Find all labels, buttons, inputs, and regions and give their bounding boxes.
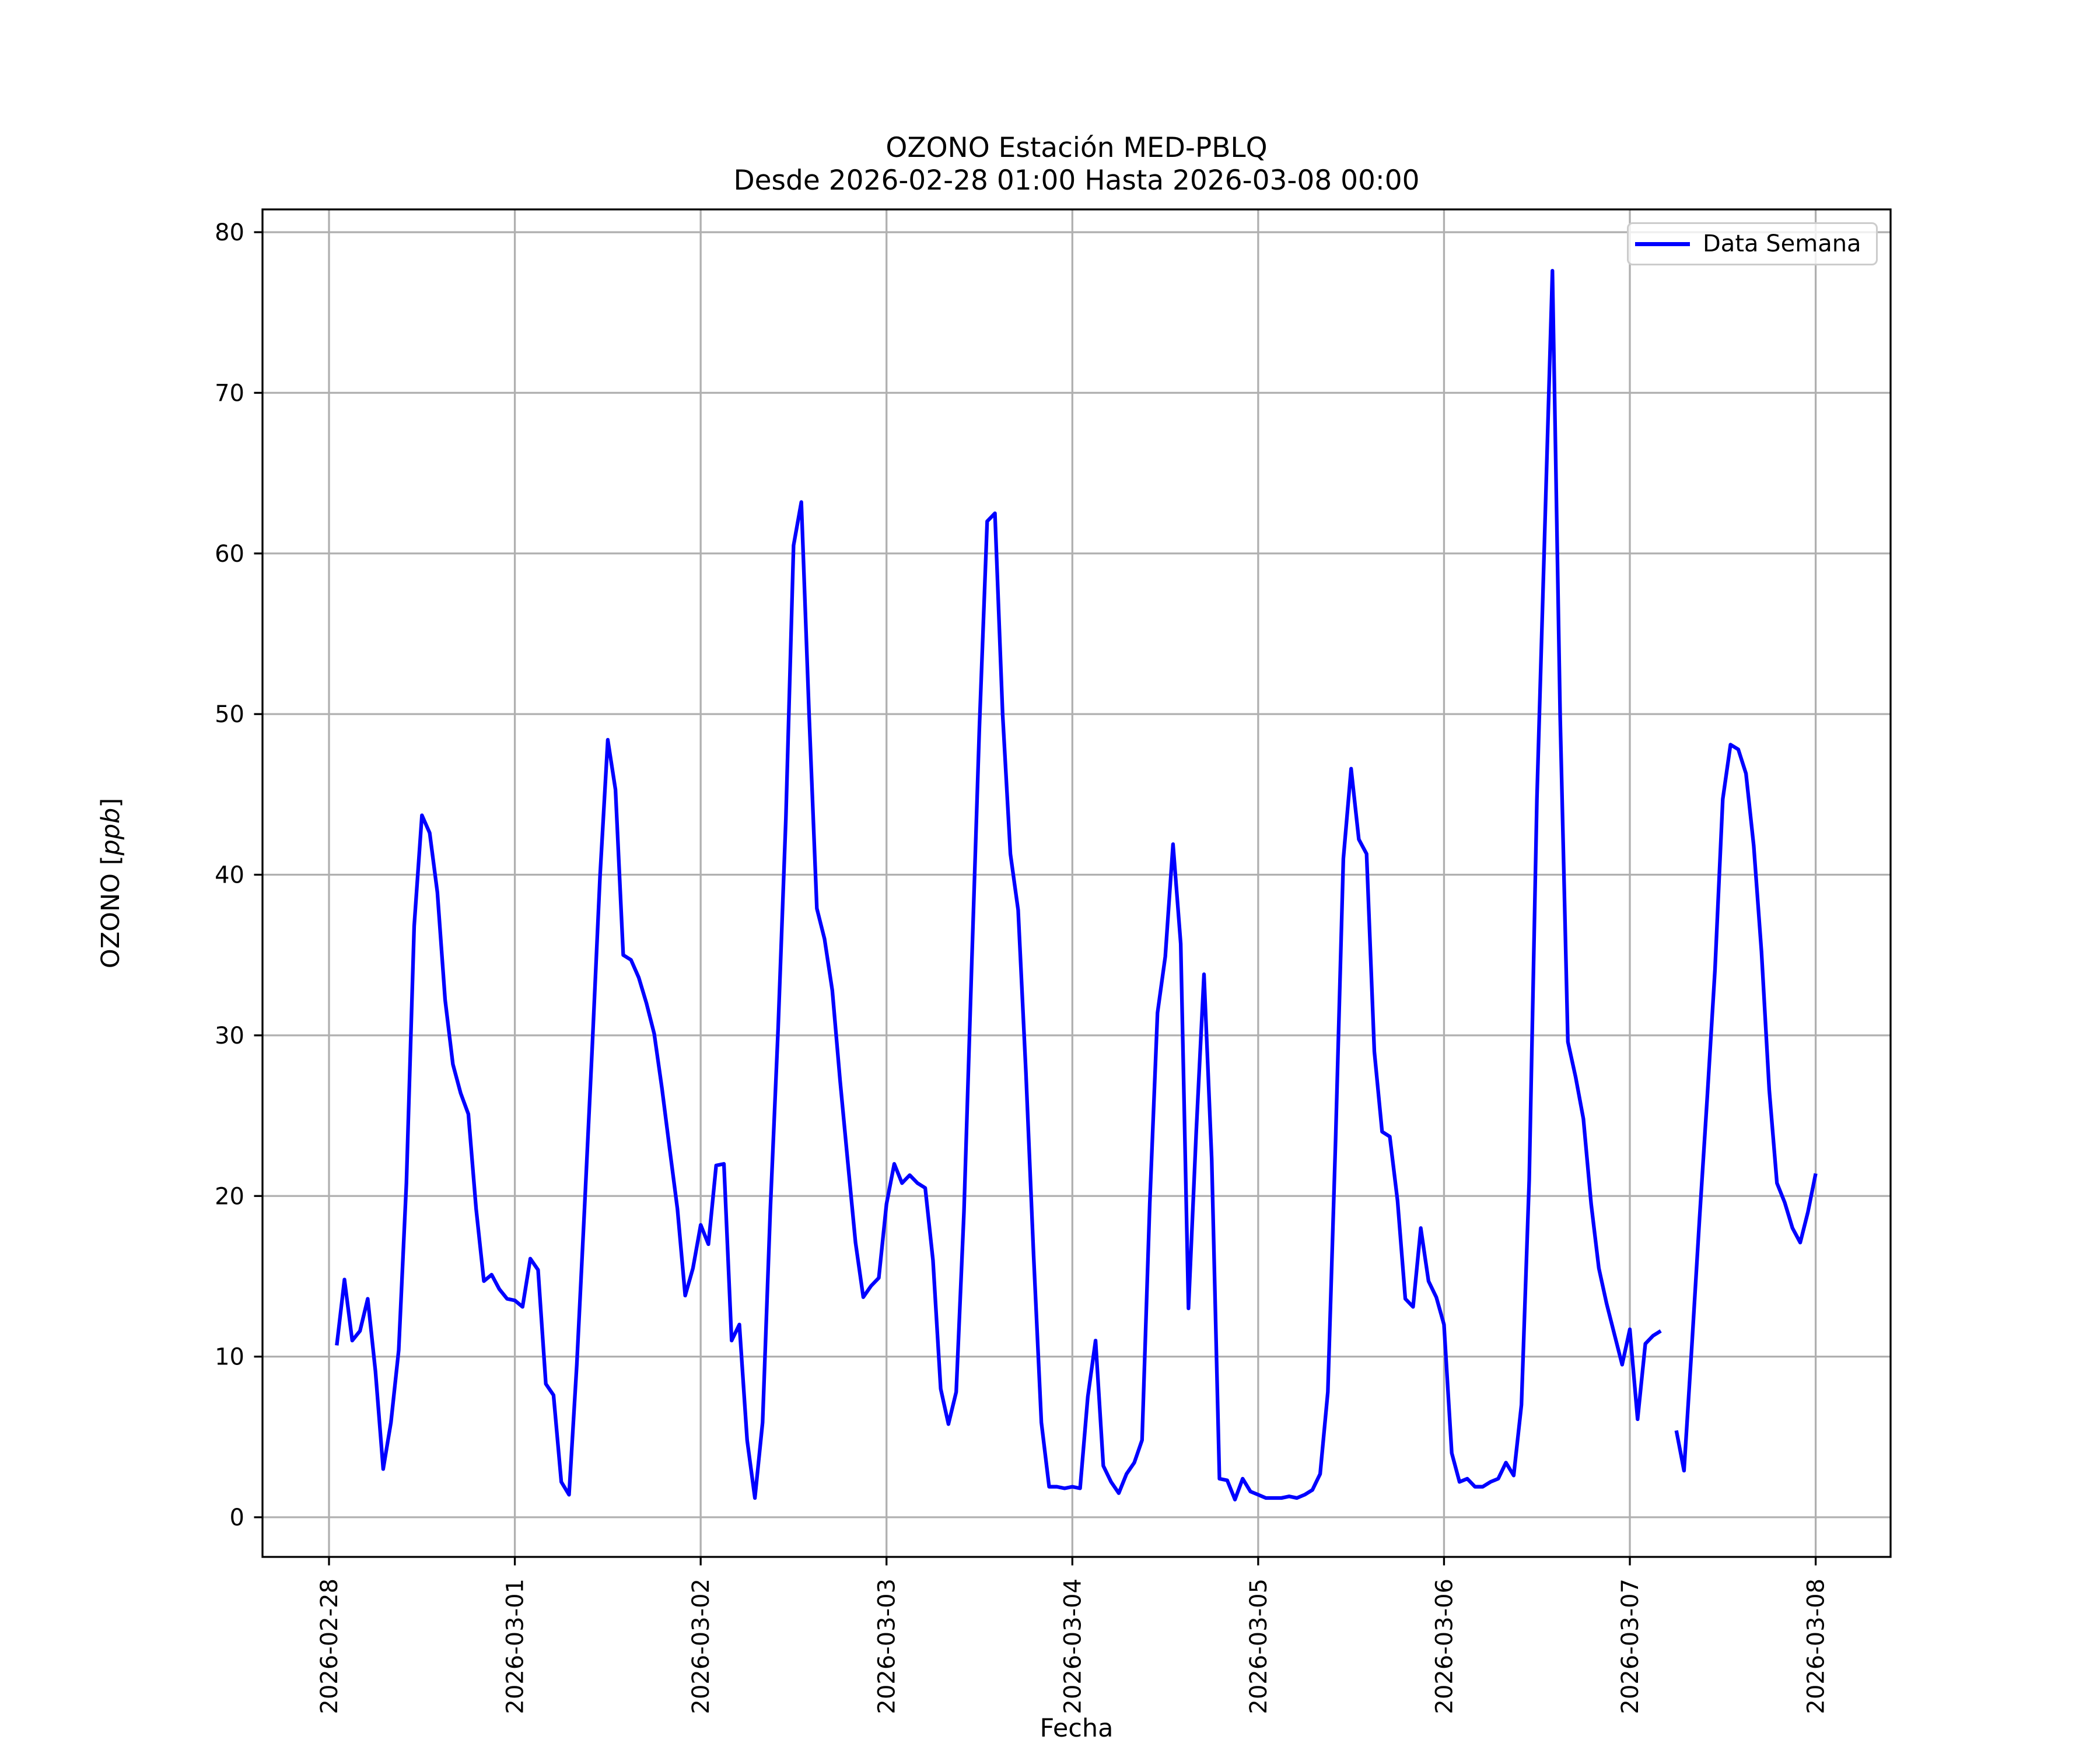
x-tick-label: 2026-03-08 xyxy=(1803,1578,1830,1714)
legend-line-swatch xyxy=(1635,242,1690,246)
x-tick-label: 2026-03-03 xyxy=(874,1578,901,1714)
y-tick-label: 60 xyxy=(215,541,244,568)
y-axis-label: OZONO [ppb] xyxy=(96,798,125,968)
y-tick-label: 70 xyxy=(215,380,244,407)
chart-subtitle: Desde 2026-02-28 01:00 Hasta 2026-03-08 … xyxy=(733,164,1420,197)
y-tick-label: 40 xyxy=(215,862,244,889)
y-tick-label: 50 xyxy=(215,701,244,728)
x-axis-label: Fecha xyxy=(1040,1714,1114,1743)
y-tick-label: 30 xyxy=(215,1023,244,1049)
y-axis-label-suffix: ] xyxy=(96,797,125,808)
y-tick-label: 80 xyxy=(215,219,244,246)
x-tick-label: 2026-03-02 xyxy=(688,1578,715,1714)
x-tick-label: 2026-02-28 xyxy=(316,1578,343,1714)
x-tick-label: 2026-03-05 xyxy=(1245,1578,1272,1714)
y-tick-label: 20 xyxy=(215,1183,244,1210)
y-axis-label-prefix: OZONO [ xyxy=(96,855,125,969)
x-tick-label: 2026-03-04 xyxy=(1059,1578,1086,1714)
legend-label: Data Semana xyxy=(1703,230,1861,257)
y-tick-label: 0 xyxy=(230,1504,244,1531)
y-tick-label: 10 xyxy=(215,1344,244,1371)
x-tick-label: 2026-03-06 xyxy=(1431,1578,1458,1714)
chart-title: OZONO Estación MED-PBLQ xyxy=(886,132,1268,164)
y-axis-label-units: ppb xyxy=(96,807,125,856)
data-line xyxy=(335,268,1818,1502)
legend: Data Semana xyxy=(1627,222,1878,265)
x-tick-label: 2026-03-01 xyxy=(502,1578,529,1714)
x-tick-label: 2026-03-07 xyxy=(1617,1578,1644,1714)
title-block: OZONO Estación MED-PBLQ Desde 2026-02-28… xyxy=(262,132,1891,197)
axes-border xyxy=(261,208,1892,1558)
